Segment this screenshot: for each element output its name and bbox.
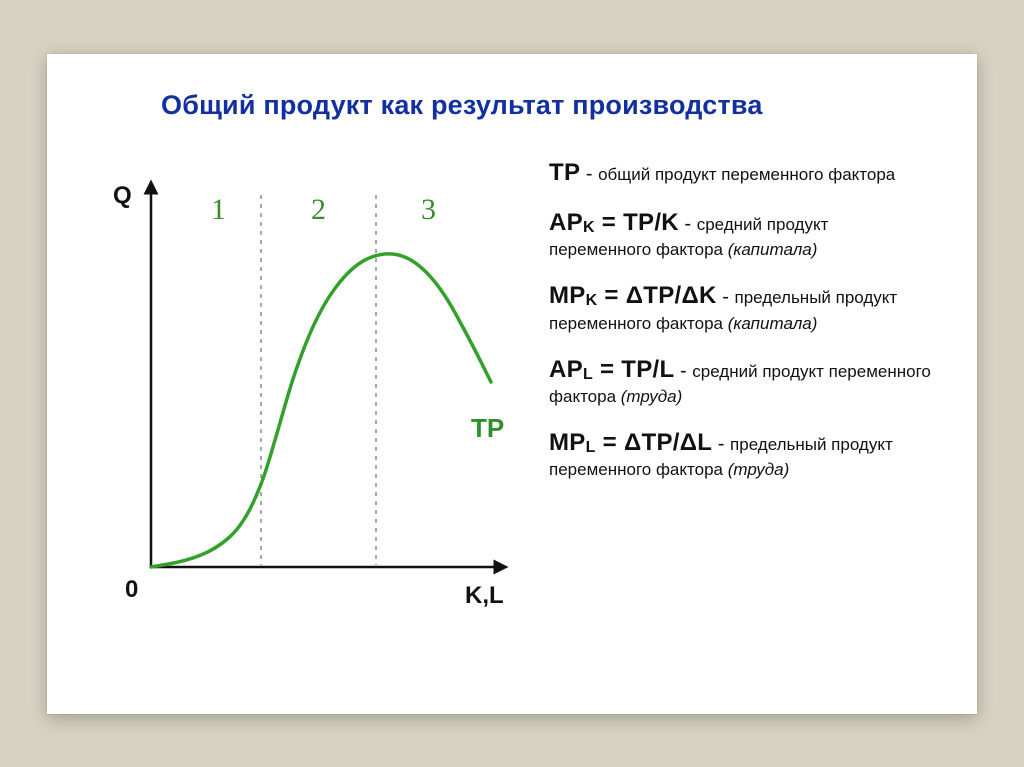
zone-label: 2 xyxy=(311,193,326,226)
x-axis-label: K,L xyxy=(465,582,504,609)
definition-dash: - xyxy=(712,433,730,455)
definition-dash: - xyxy=(674,360,692,382)
definition-row: MPL = ΔTP/ΔL - предельный продукт переме… xyxy=(549,427,933,482)
definition-paren: (капитала) xyxy=(723,314,817,333)
definition-row: APK = TP/K - средний продукт переменного… xyxy=(549,207,933,262)
definition-paren: (труда) xyxy=(616,387,682,406)
y-axis-label: Q xyxy=(113,182,132,209)
zone-label: 3 xyxy=(421,193,436,226)
slide-card: Общий продукт как результат производства… xyxy=(47,54,977,714)
definition-row: APL = TP/L - средний продукт переменного… xyxy=(549,354,933,409)
definition-text: общий продукт переменного фактора xyxy=(598,165,895,184)
definition-symbol: MPL = ΔTP/ΔL xyxy=(549,429,712,456)
definition-paren: (труда) xyxy=(723,460,789,479)
curve-label: TP xyxy=(471,413,504,443)
zone-label: 1 xyxy=(211,193,226,226)
tp-chart: 1 2 3 Q K,L 0 TP xyxy=(91,147,531,627)
origin-label: 0 xyxy=(125,576,138,603)
tp-curve xyxy=(151,253,491,566)
definition-symbol: APL = TP/L xyxy=(549,356,674,383)
content-row: 1 2 3 Q K,L 0 TP TP - общий продукт переменног… xyxy=(91,147,933,627)
definition-row: MPK = ΔTP/ΔK - предельный продукт переме… xyxy=(549,280,933,335)
definition-row: TP - общий продукт переменного фактора xyxy=(549,157,933,189)
definition-dash: - xyxy=(679,213,697,235)
definition-symbol: APK = TP/K xyxy=(549,209,679,236)
definitions-list: TP - общий продукт переменного фактора AP… xyxy=(549,147,933,627)
definition-symbol: TP xyxy=(549,159,580,186)
slide-title: Общий продукт как результат производства xyxy=(161,90,933,121)
definition-paren: (капитала) xyxy=(723,240,817,259)
chart-container: 1 2 3 Q K,L 0 TP xyxy=(91,147,531,627)
definition-dash: - xyxy=(717,286,735,308)
definition-dash: - xyxy=(580,163,598,185)
definition-symbol: MPK = ΔTP/ΔK xyxy=(549,282,717,309)
page-background: Общий продукт как результат производства… xyxy=(0,0,1024,767)
